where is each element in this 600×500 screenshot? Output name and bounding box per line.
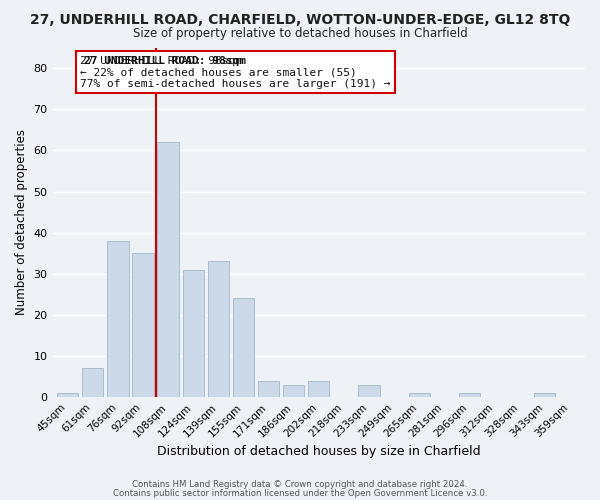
Bar (233, 298, 254, 397)
Bar (258, 381, 279, 397)
Bar (409, 393, 430, 397)
Bar (534, 393, 556, 397)
Y-axis label: Number of detached properties: Number of detached properties (15, 130, 28, 316)
Bar (358, 385, 380, 397)
X-axis label: Distribution of detached houses by size in Charfield: Distribution of detached houses by size … (157, 444, 481, 458)
Text: Contains HM Land Registry data © Crown copyright and database right 2024.: Contains HM Land Registry data © Crown c… (132, 480, 468, 489)
Bar (208, 262, 229, 397)
Text: 27 UNDERHILL ROAD: 98sqm
← 22% of detached houses are smaller (55)
77% of semi-d: 27 UNDERHILL ROAD: 98sqm ← 22% of detach… (80, 56, 391, 89)
Bar (57, 393, 78, 397)
Bar (182, 270, 204, 397)
Text: 27 UNDERHILL ROAD: 98sqm: 27 UNDERHILL ROAD: 98sqm (84, 56, 246, 66)
Bar (157, 142, 179, 397)
Bar (107, 241, 128, 397)
Text: Contains public sector information licensed under the Open Government Licence v3: Contains public sector information licen… (113, 488, 487, 498)
Bar (283, 385, 304, 397)
Bar (132, 253, 154, 397)
Bar (459, 393, 480, 397)
Text: 27, UNDERHILL ROAD, CHARFIELD, WOTTON-UNDER-EDGE, GL12 8TQ: 27, UNDERHILL ROAD, CHARFIELD, WOTTON-UN… (30, 12, 570, 26)
Bar (82, 368, 103, 397)
Bar (308, 381, 329, 397)
Text: Size of property relative to detached houses in Charfield: Size of property relative to detached ho… (133, 28, 467, 40)
